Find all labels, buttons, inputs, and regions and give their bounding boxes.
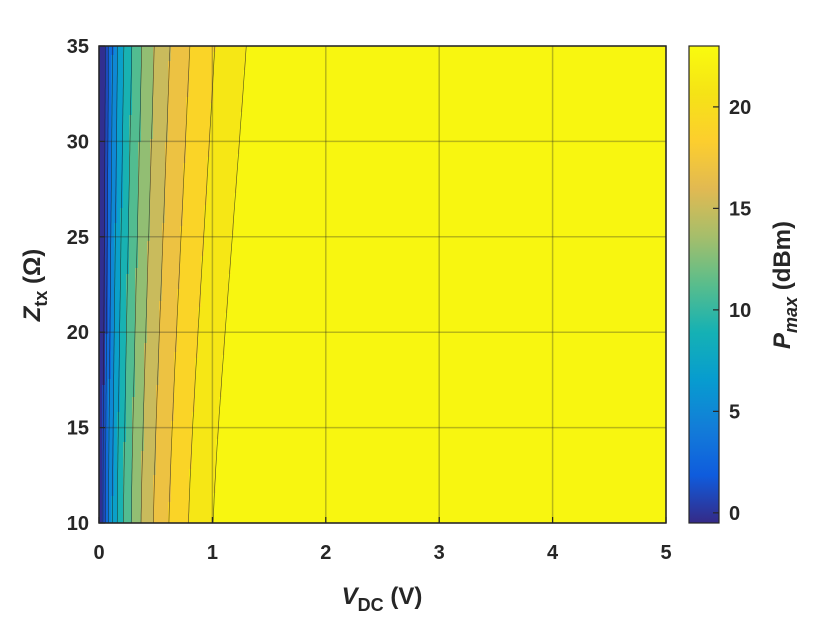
plot-area bbox=[99, 46, 667, 524]
contour-fill bbox=[99, 46, 667, 524]
